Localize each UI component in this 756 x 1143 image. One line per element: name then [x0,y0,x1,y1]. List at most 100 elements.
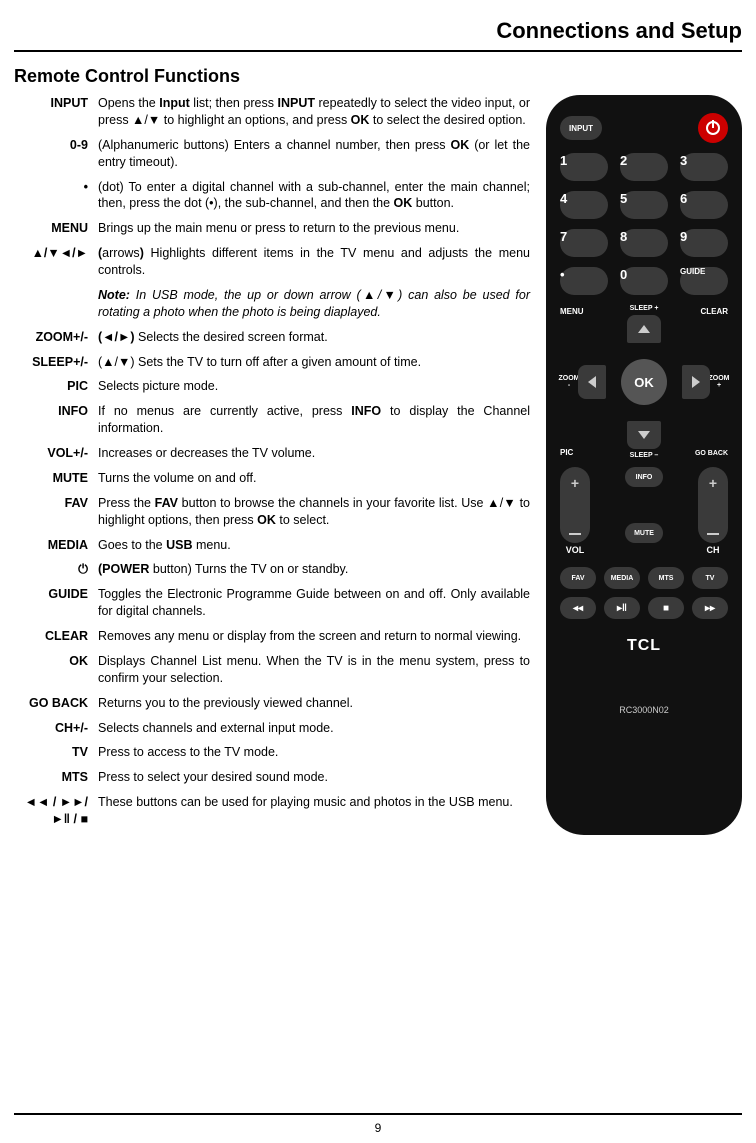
definition-row: INPUTOpens the Input list; then press IN… [14,95,536,129]
definition-label: ◄◄ / ►►/ ►‖ / ■ [14,794,98,828]
definition-row: MEDIAGoes to the USB menu. [14,537,536,554]
definition-description: Goes to the USB menu. [98,537,536,554]
fav-button[interactable]: FAV [560,567,596,589]
rewind-button[interactable]: ◂◂ [560,597,596,619]
chevron-right-icon [692,376,700,388]
num-9[interactable]: 9 [680,229,728,257]
ch-label: CH [707,545,720,555]
definition-row: Note: In USB mode, the up or down arrow … [14,287,536,321]
num-0[interactable]: 0 [620,267,668,295]
definition-label: GO BACK [14,695,98,712]
num-3[interactable]: 3 [680,153,728,181]
definition-row: ▲/▼◄/►(arrows) Highlights different item… [14,245,536,279]
definition-row: CH+/-Selects channels and external input… [14,720,536,737]
num-5[interactable]: 5 [620,191,668,219]
definition-label: ZOOM+/- [14,329,98,346]
definition-label: CLEAR [14,628,98,645]
power-button[interactable] [698,113,728,143]
definition-row: MUTETurns the volume on and off. [14,470,536,487]
arrow-right-button[interactable] [682,365,710,399]
info-button[interactable]: INFO [625,467,663,487]
definition-description: (▲/▼) Sets the TV to turn off after a gi… [98,354,536,371]
definition-row: VOL+/-Increases or decreases the TV volu… [14,445,536,462]
num-8[interactable]: 8 [620,229,668,257]
definition-description: (dot) To enter a digital channel with a … [98,179,536,213]
definition-label: 0-9 [14,137,98,171]
tv-button[interactable]: TV [692,567,728,589]
number-keypad: 1 2 3 4 5 6 7 8 9 • 0 GUIDE [560,153,728,295]
function-row: FAV MEDIA MTS TV [560,567,728,589]
definition-label: ⏻ [14,561,98,578]
dpad: MENU CLEAR PIC GO BACK ZOOM- ZOOM+ SLEEP… [560,307,728,457]
stop-button[interactable]: ■ [648,597,684,619]
definition-label: CH+/- [14,720,98,737]
footer-rule [14,1113,742,1115]
definition-row: INFOIf no menus are currently active, pr… [14,403,536,437]
media-button[interactable]: MEDIA [604,567,640,589]
ok-button[interactable]: OK [621,359,667,405]
num-2[interactable]: 2 [620,153,668,181]
definition-description: Selects picture mode. [98,378,536,395]
definition-label: TV [14,744,98,761]
input-button[interactable]: INPUT [560,116,602,140]
definition-label: SLEEP+/- [14,354,98,371]
definition-description: Returns you to the previously viewed cha… [98,695,536,712]
definition-row: OKDisplays Channel List menu. When the T… [14,653,536,687]
page-header: Connections and Setup [0,0,756,50]
definition-description: Brings up the main menu or press to retu… [98,220,536,237]
definition-label: INFO [14,403,98,437]
dot-button[interactable]: • [560,267,608,295]
definition-label: MEDIA [14,537,98,554]
mts-button[interactable]: MTS [648,567,684,589]
definition-description: (POWER button) Turns the TV on or standb… [98,561,536,578]
definition-description: Removes any menu or display from the scr… [98,628,536,645]
vol-rocker[interactable]: + [560,467,590,543]
definition-row: FAVPress the FAV button to browse the ch… [14,495,536,529]
definition-description: Displays Channel List menu. When the TV … [98,653,536,687]
definition-label [14,287,98,321]
definition-description: Press to select your desired sound mode. [98,769,536,786]
pic-button[interactable]: PIC [560,448,573,457]
definition-description: (Alphanumeric buttons) Enters a channel … [98,137,536,171]
definition-label: INPUT [14,95,98,129]
goback-button[interactable]: GO BACK [695,450,728,457]
num-6[interactable]: 6 [680,191,728,219]
guide-button[interactable]: GUIDE [680,267,728,295]
definitions-column: INPUTOpens the Input list; then press IN… [14,95,536,836]
chevron-up-icon [638,325,650,333]
definition-row: GO BACKReturns you to the previously vie… [14,695,536,712]
plus-icon: + [709,475,717,491]
arrow-down-button[interactable] [627,421,661,449]
power-icon [706,121,720,135]
definition-description: Selects channels and external input mode… [98,720,536,737]
definition-description: Increases or decreases the TV volume. [98,445,536,462]
definition-description: (◄/►) Selects the desired screen format. [98,329,536,346]
definition-description: Toggles the Electronic Programme Guide b… [98,586,536,620]
definition-description: (arrows) Highlights different items in t… [98,245,536,279]
definition-description: Press to access to the TV mode. [98,744,536,761]
definition-label: MTS [14,769,98,786]
clear-button[interactable]: CLEAR [700,307,728,316]
chevron-left-icon [588,376,596,388]
num-1[interactable]: 1 [560,153,608,181]
play-pause-button[interactable]: ▸‖ [604,597,640,619]
definition-description: If no menus are currently active, press … [98,403,536,437]
definition-label: MENU [14,220,98,237]
definition-row: SLEEP+/-(▲/▼) Sets the TV to turn off af… [14,354,536,371]
num-7[interactable]: 7 [560,229,608,257]
transport-row: ◂◂ ▸‖ ■ ▸▸ [560,597,728,619]
definition-label: • [14,179,98,213]
definition-description: Opens the Input list; then press INPUT r… [98,95,536,129]
definition-row: ZOOM+/-(◄/►) Selects the desired screen … [14,329,536,346]
definition-row: PICSelects picture mode. [14,378,536,395]
mute-button[interactable]: MUTE [625,523,663,543]
menu-button[interactable]: MENU [560,307,584,316]
definition-description: These buttons can be used for playing mu… [98,794,536,828]
vol-label: VOL [566,545,585,555]
model-number: RC3000N02 [560,705,728,715]
arrow-up-button[interactable] [627,315,661,343]
num-4[interactable]: 4 [560,191,608,219]
fast-forward-button[interactable]: ▸▸ [692,597,728,619]
arrow-left-button[interactable] [578,365,606,399]
ch-rocker[interactable]: + [698,467,728,543]
